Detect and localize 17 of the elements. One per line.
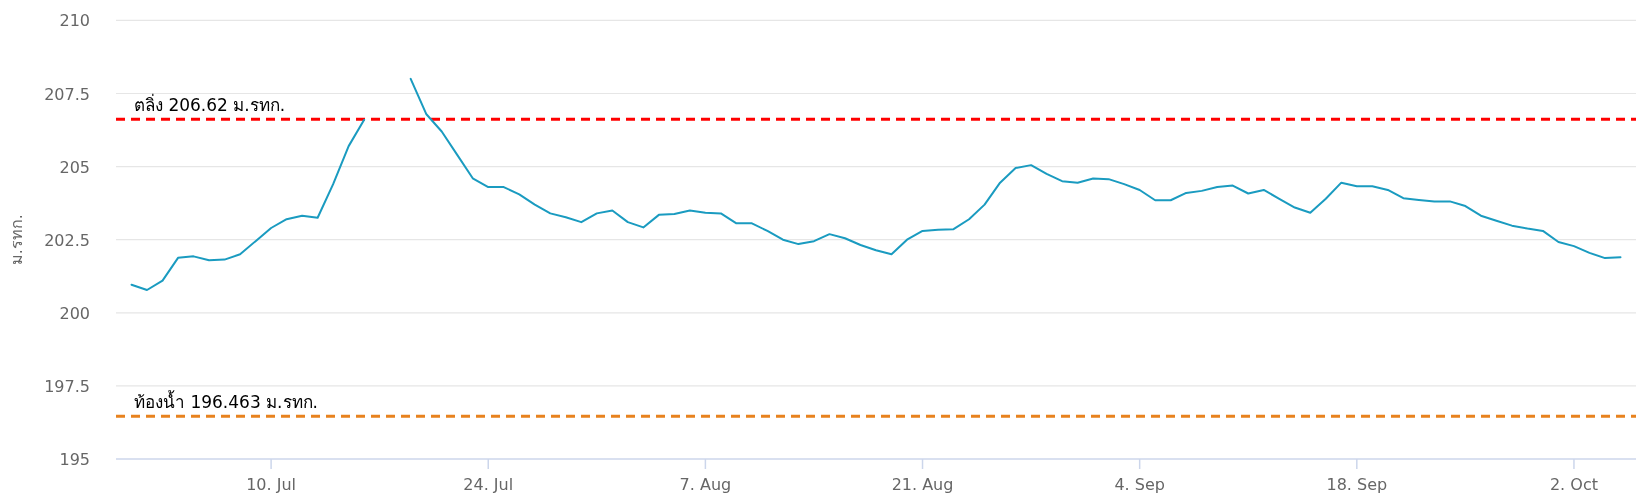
x-tick-label: 24. Jul: [463, 475, 514, 494]
y-tick-label: 202.5: [44, 230, 90, 250]
x-tick-label: 2. Oct: [1549, 475, 1598, 494]
x-tick-label: 18. Sep: [1326, 475, 1388, 494]
y-axis-title: ม.รทก.: [7, 214, 26, 266]
y-tick-label: 205: [59, 157, 90, 177]
y-tick-label: 197.5: [44, 376, 90, 396]
x-tick-label: 21. Aug: [891, 475, 954, 494]
y-tick-label: 195: [59, 450, 90, 469]
ref-line-label: ตลิ่ง 206.62 ม.รทก.: [134, 93, 286, 116]
x-tick-label: 4. Sep: [1114, 475, 1165, 494]
x-tick-label: 10. Jul: [246, 475, 297, 494]
x-tick-label: 7. Aug: [679, 475, 732, 494]
y-tick-label: 210: [59, 11, 90, 31]
y-tick-label: 200: [59, 303, 90, 323]
ref-line-label: ท้องน้ำ 196.463 ม.รทก.: [134, 390, 318, 413]
y-tick-label: 207.5: [44, 84, 90, 104]
